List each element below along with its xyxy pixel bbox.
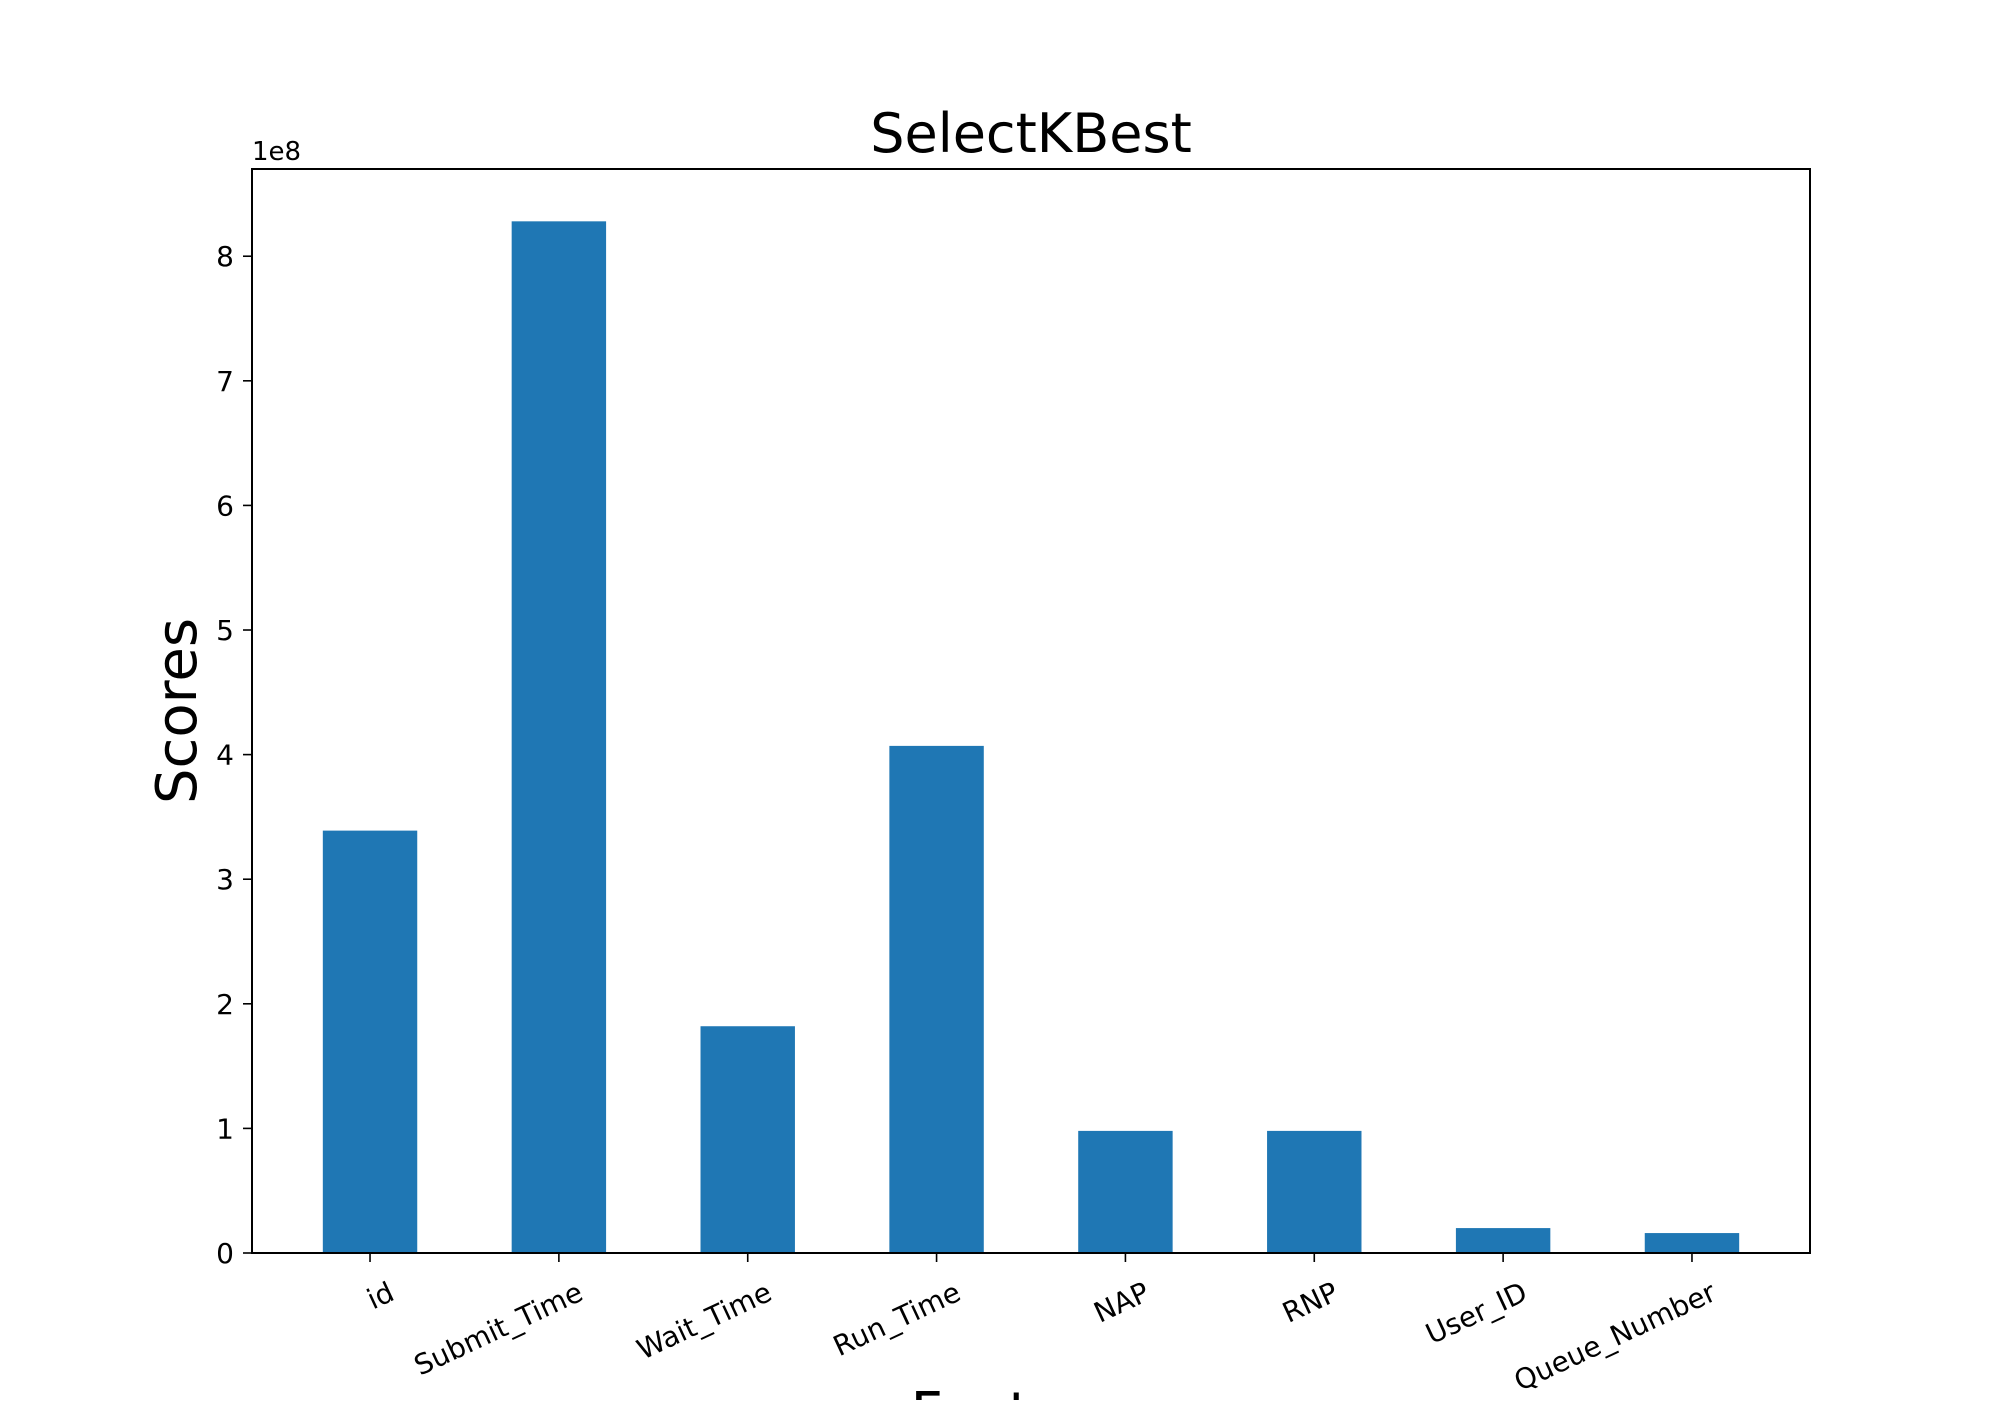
- chart-title: SelectKBest: [870, 102, 1192, 165]
- x-tick-label: User_ID: [1421, 1275, 1533, 1350]
- x-tick-label: Queue_Number: [1509, 1275, 1721, 1397]
- bars: [322, 221, 1740, 1253]
- bar-run-time: [889, 745, 984, 1253]
- bar-wait-time: [700, 1026, 795, 1253]
- y-tick-label: 8: [216, 240, 234, 273]
- bar-rnp: [1267, 1130, 1362, 1253]
- bar-id: [322, 830, 418, 1253]
- bar-queue-number: [1644, 1233, 1740, 1253]
- x-tick-label: RNP: [1277, 1275, 1343, 1329]
- bar-nap: [1078, 1130, 1173, 1253]
- x-tick-label: Submit_Time: [409, 1275, 588, 1382]
- y-tick-label: 2: [216, 988, 234, 1021]
- x-tick-label: id: [362, 1275, 399, 1316]
- y-tick-label: 0: [216, 1237, 234, 1270]
- x-axis-ticks: id Submit_Time Wait_Time Run_Time NAP RNP User…: [362, 1253, 1721, 1398]
- y-axis-label: Scores: [145, 618, 210, 804]
- plot-area-frame: [251, 168, 1811, 1254]
- x-tick-label: Wait_Time: [632, 1275, 777, 1366]
- y-tick-label: 7: [216, 365, 234, 398]
- x-tick-label: Run_Time: [828, 1275, 965, 1362]
- y-axis-ticks: 0 1 2 3 4 5 6 7 8: [216, 240, 252, 1270]
- y-tick-label: 4: [216, 739, 234, 772]
- x-axis-label: Features: [911, 1381, 1152, 1400]
- bar-submit-time: [511, 221, 607, 1253]
- bar-user-id: [1455, 1228, 1551, 1253]
- y-tick-label: 5: [216, 614, 234, 647]
- y-tick-label: 6: [216, 489, 234, 522]
- y-tick-label: 1: [216, 1112, 234, 1145]
- y-axis-multiplier: 1e8: [252, 137, 301, 167]
- x-tick-label: NAP: [1089, 1275, 1155, 1329]
- y-tick-label: 3: [216, 863, 234, 896]
